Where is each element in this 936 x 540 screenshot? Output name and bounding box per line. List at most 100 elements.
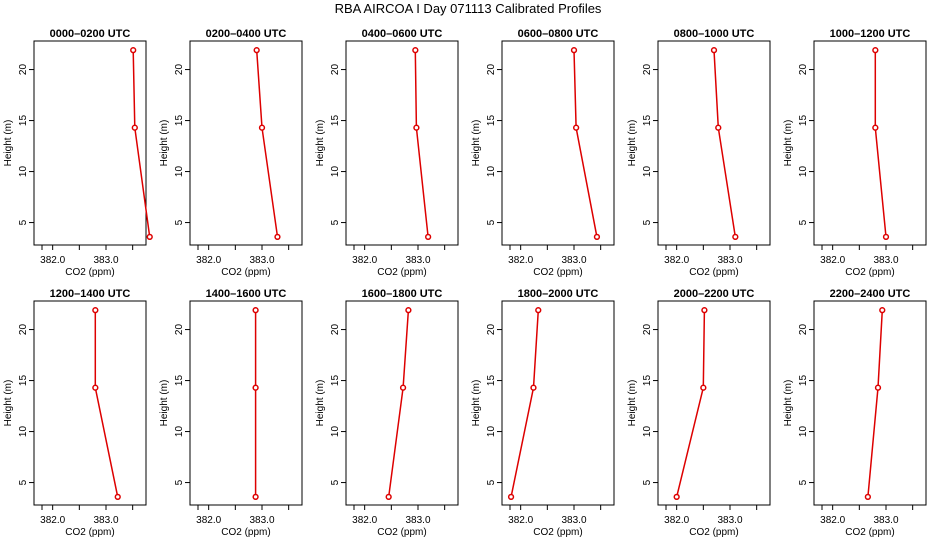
panel-frame xyxy=(813,40,927,246)
panel-title: 1800–2000 UTC xyxy=(518,288,599,300)
y-axis-label: Height (m) xyxy=(159,120,170,167)
x-tick-label: 382.0 xyxy=(664,515,689,526)
panel-frame xyxy=(33,40,147,246)
profile-panel: 1400–1600 UTC 382.0 383.0 5 10 15 20 CO2 (ppm) H… xyxy=(159,288,303,538)
profile-point xyxy=(882,233,890,240)
profile-point xyxy=(131,124,138,131)
x-axis-label: CO2 (ppm) xyxy=(533,527,582,538)
profile-point xyxy=(874,384,882,391)
profile-line xyxy=(713,50,737,237)
profile-point xyxy=(252,307,259,314)
y-tick-label: 15 xyxy=(486,375,497,387)
panel-title: 0800–1000 UTC xyxy=(674,28,755,40)
x-tick-label: 383.0 xyxy=(249,255,274,266)
x-axis-label: CO2 (ppm) xyxy=(221,267,270,278)
x-tick-label: 383.0 xyxy=(405,515,430,526)
profile-panel: 0200–0400 UTC 382.0 383.0 5 10 15 20 CO2 (ppm) H… xyxy=(159,28,303,278)
y-tick-label: 15 xyxy=(330,115,341,127)
x-tick-label: 382.0 xyxy=(196,255,221,266)
panel-title: 0000–0200 UTC xyxy=(50,28,131,40)
y-tick-label: 10 xyxy=(798,426,809,438)
y-tick-label: 20 xyxy=(486,324,497,336)
y-tick-label: 15 xyxy=(330,375,341,387)
y-tick-label: 15 xyxy=(18,375,29,387)
x-axis-label: CO2 (ppm) xyxy=(377,267,426,278)
y-tick-label: 15 xyxy=(642,115,653,127)
y-tick-label: 5 xyxy=(330,219,341,225)
x-axis-label: CO2 (ppm) xyxy=(845,267,894,278)
profile-point xyxy=(424,233,432,240)
x-tick-label: 383.0 xyxy=(717,515,742,526)
y-axis-label: Height (m) xyxy=(471,380,482,427)
panel-frame xyxy=(189,40,303,246)
profile-line xyxy=(874,50,887,237)
x-tick-label: 383.0 xyxy=(873,255,898,266)
profile-line xyxy=(675,310,706,497)
profile-point xyxy=(114,493,121,500)
profile-point xyxy=(405,307,412,314)
profile-panel: 2200–2400 UTC 382.0 383.0 5 10 15 20 CO2 (ppm) H… xyxy=(783,288,927,538)
panel-frame xyxy=(501,300,615,506)
x-tick-label: 383.0 xyxy=(561,515,586,526)
profile-panel: 0000–0200 UTC 382.0 383.0 5 10 15 20 CO2 (ppm) H… xyxy=(3,28,153,278)
y-tick-label: 15 xyxy=(798,375,809,387)
profile-point xyxy=(732,233,739,240)
x-axis-label: CO2 (ppm) xyxy=(377,527,426,538)
profile-point xyxy=(252,493,259,500)
x-tick-label: 382.0 xyxy=(820,255,845,266)
y-axis-label: Height (m) xyxy=(315,380,326,427)
x-tick-label: 382.0 xyxy=(820,515,845,526)
profile-panel: 1800–2000 UTC 382.0 383.0 5 10 15 20 CO2 (ppm) H… xyxy=(471,288,615,538)
x-tick-label: 382.0 xyxy=(40,255,65,266)
x-axis-label: CO2 (ppm) xyxy=(845,527,894,538)
y-tick-label: 10 xyxy=(174,166,185,178)
profile-point xyxy=(530,384,537,391)
profile-panel: 0800–1000 UTC 382.0 383.0 5 10 15 20 CO2 (ppm) H… xyxy=(627,28,771,278)
y-tick-label: 15 xyxy=(174,375,185,387)
y-tick-label: 5 xyxy=(642,479,653,485)
x-axis-label: CO2 (ppm) xyxy=(689,267,738,278)
x-tick-label: 382.0 xyxy=(40,515,65,526)
y-tick-label: 5 xyxy=(174,219,185,225)
panel-frame xyxy=(189,300,303,506)
x-tick-label: 383.0 xyxy=(717,255,742,266)
panel-frame xyxy=(345,300,459,506)
panel-frame xyxy=(813,300,927,506)
y-tick-label: 10 xyxy=(642,166,653,178)
x-tick-label: 382.0 xyxy=(508,515,533,526)
y-tick-label: 10 xyxy=(330,166,341,178)
profile-panel: 1200–1400 UTC 382.0 383.0 5 10 15 20 CO2 (ppm) H… xyxy=(3,288,147,538)
profile-line xyxy=(510,310,540,497)
panel-title: 0200–0400 UTC xyxy=(206,28,287,40)
y-axis-label: Height (m) xyxy=(627,120,638,167)
x-axis-label: CO2 (ppm) xyxy=(689,527,738,538)
y-tick-label: 5 xyxy=(642,219,653,225)
profile-point xyxy=(507,493,515,500)
y-tick-label: 20 xyxy=(330,64,341,76)
x-tick-label: 383.0 xyxy=(561,255,586,266)
profile-point xyxy=(710,47,718,54)
profile-point xyxy=(535,307,542,314)
panel-frame xyxy=(345,40,459,246)
x-tick-label: 383.0 xyxy=(249,515,274,526)
profile-line xyxy=(573,50,598,237)
y-axis-label: Height (m) xyxy=(3,380,14,427)
y-axis-label: Height (m) xyxy=(315,120,326,167)
x-axis-label: CO2 (ppm) xyxy=(65,527,114,538)
profile-line xyxy=(132,50,151,237)
x-tick-label: 383.0 xyxy=(93,515,118,526)
profile-line xyxy=(867,310,884,497)
y-axis-label: Height (m) xyxy=(159,380,170,427)
panel-title: 1400–1600 UTC xyxy=(206,288,287,300)
panel-title: 0400–0600 UTC xyxy=(362,28,443,40)
panel-title: 2000–2200 UTC xyxy=(674,288,755,300)
y-tick-label: 10 xyxy=(798,166,809,178)
profile-line xyxy=(414,50,429,237)
x-tick-label: 382.0 xyxy=(664,255,689,266)
profile-point xyxy=(593,233,601,240)
profile-line xyxy=(387,310,410,497)
profile-point xyxy=(673,493,680,500)
profile-point xyxy=(252,384,259,391)
profile-point xyxy=(146,233,153,240)
